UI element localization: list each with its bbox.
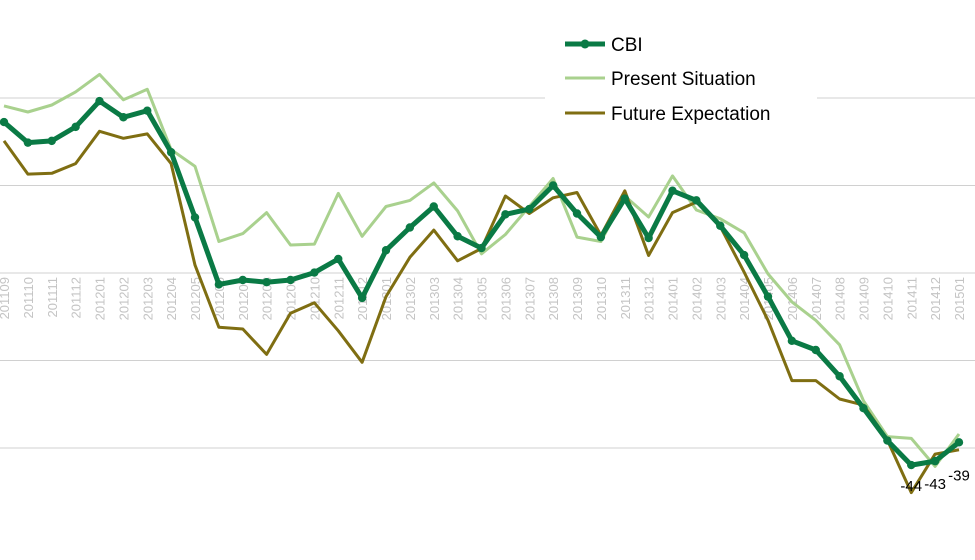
cbi-point	[907, 460, 916, 470]
cbi-point	[525, 204, 534, 214]
x-tick-label: 201404	[737, 277, 752, 320]
cbi-point	[381, 246, 391, 255]
cbi-point	[644, 233, 653, 243]
cbi-point	[692, 196, 701, 205]
cbi-point	[620, 194, 629, 203]
series-line-present-situation	[3, 72, 961, 468]
x-axis-tick-labels: 201109 201110 201111 201112 201201 201202 2012…	[0, 277, 967, 320]
cbi-point	[166, 148, 176, 157]
x-tick-label: 201408	[833, 277, 848, 320]
cbi-point	[787, 336, 797, 346]
cbi-point	[334, 254, 343, 264]
series-lines	[0, 72, 964, 495]
x-tick-label: 201303	[427, 277, 442, 320]
x-tick-label: 201409	[857, 277, 872, 320]
cbi-point	[883, 436, 892, 445]
legend-marker	[580, 39, 590, 49]
cbi-point	[668, 186, 677, 195]
cbi-point	[954, 438, 964, 447]
cbi-point	[572, 209, 582, 218]
cbi-point	[453, 232, 462, 241]
legend-label: Future Expectation	[611, 104, 770, 125]
x-tick-label: 201206	[212, 277, 227, 320]
legend-item: CBI	[565, 35, 643, 56]
cbi-point	[119, 113, 128, 122]
cbi-point	[716, 221, 725, 230]
x-tick-label: 201406	[785, 277, 800, 320]
x-tick-label: 201306	[498, 277, 513, 320]
x-tick-label: 201111	[45, 277, 60, 318]
x-tick-label: 201310	[594, 277, 609, 320]
x-tick-label: 201304	[451, 277, 466, 320]
cbi-point	[190, 213, 200, 222]
x-tick-label: 201201	[93, 277, 108, 320]
x-tick-label: 201411	[904, 277, 919, 319]
cbi-point	[262, 277, 271, 287]
x-tick-label: 201109	[0, 277, 12, 319]
cbi-point	[238, 275, 247, 285]
x-tick-label: 201402	[689, 277, 704, 320]
cbi-point	[286, 275, 295, 285]
cbi-point	[71, 122, 80, 132]
x-tick-label: 201208	[260, 277, 275, 320]
x-tick-label: 201203	[140, 277, 155, 320]
cbi-point	[548, 181, 558, 190]
x-tick-label: 201112	[69, 277, 84, 318]
cbi-point	[477, 243, 486, 253]
x-tick-label: 201204	[164, 277, 179, 320]
x-tick-label: 201501	[952, 277, 967, 320]
x-tick-label: 201309	[570, 277, 585, 320]
cbi-point	[930, 456, 940, 466]
gridlines	[0, 97, 975, 449]
cbi-point	[429, 202, 438, 211]
cbi-point	[835, 372, 844, 381]
x-tick-label: 201407	[809, 277, 824, 320]
x-tick-label: 201307	[522, 277, 537, 320]
cbi-point	[23, 138, 33, 147]
x-tick-label: 201410	[880, 277, 895, 320]
cbi-point	[310, 268, 319, 277]
legend-label: CBI	[611, 35, 643, 56]
cbi-point	[214, 280, 224, 289]
x-tick-label: 201202	[116, 277, 131, 320]
cbi-point	[859, 403, 868, 413]
cbi-point	[405, 223, 415, 232]
cbi-point	[811, 345, 820, 355]
x-tick-label: 201412	[928, 277, 943, 320]
cbi-point	[596, 232, 606, 242]
cbi-point	[0, 117, 9, 127]
cbi-point	[95, 96, 104, 106]
x-tick-label: 201403	[713, 277, 728, 320]
x-tick-label: 201312	[642, 277, 657, 320]
x-tick-label: 201302	[403, 277, 418, 320]
legend-item: Present Situation	[565, 69, 756, 90]
data-labels: -44 -43-39	[900, 467, 969, 495]
x-tick-label: 201305	[475, 277, 490, 320]
x-tick-label: 201110	[21, 277, 36, 318]
cbi-data-label: -39	[948, 467, 970, 484]
cbi-point	[739, 250, 749, 260]
x-tick-label: 201211	[331, 277, 346, 319]
cbi-point	[357, 293, 367, 303]
legend-label: Present Situation	[611, 69, 756, 90]
cbi-data-label: -44	[900, 478, 922, 495]
legend: CBI Present Situation Future Expectation	[545, 24, 817, 134]
legend-item: Future Expectation	[565, 104, 770, 125]
cbi-point	[47, 136, 56, 146]
x-tick-label: 201207	[236, 277, 251, 320]
cbi-point	[763, 292, 773, 301]
cbi-data-label: -43	[924, 476, 946, 493]
x-tick-label: 201401	[666, 277, 681, 320]
x-tick-label: 201205	[188, 277, 203, 320]
cbi-point	[143, 106, 152, 115]
x-tick-label: 201311	[618, 277, 633, 319]
x-tick-label: 201308	[546, 277, 561, 320]
cbi-point	[501, 210, 510, 219]
x-tick-label: 201209	[284, 277, 299, 320]
x-tick-label: 201210	[307, 277, 322, 320]
